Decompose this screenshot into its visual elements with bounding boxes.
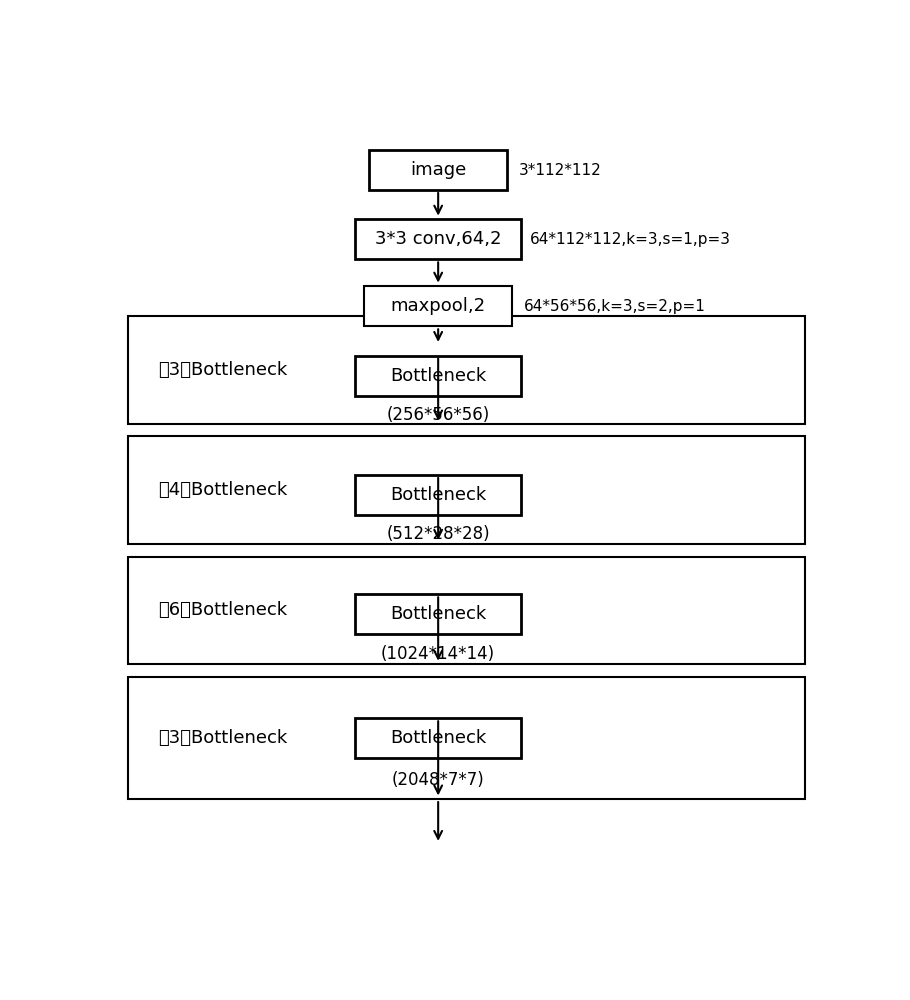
Bar: [355, 219, 521, 259]
Text: 3*3 conv,64,2: 3*3 conv,64,2: [375, 230, 501, 248]
Text: maxpool,2: maxpool,2: [390, 297, 486, 315]
Text: 八4个Bottleneck: 八4个Bottleneck: [158, 481, 288, 499]
Bar: [355, 594, 521, 634]
Text: Bottleneck: Bottleneck: [390, 367, 486, 385]
Text: 八3个Bottleneck: 八3个Bottleneck: [158, 729, 288, 747]
Bar: [127, 316, 804, 424]
Text: 64*112*112,k=3,s=1,p=3: 64*112*112,k=3,s=1,p=3: [530, 232, 731, 247]
Bar: [355, 475, 521, 515]
Text: 3*112*112: 3*112*112: [520, 163, 602, 178]
Bar: [369, 150, 507, 190]
Text: (1024*14*14): (1024*14*14): [381, 645, 495, 663]
Text: (256*56*56): (256*56*56): [387, 406, 490, 424]
Text: image: image: [410, 161, 466, 179]
Bar: [355, 356, 521, 396]
Text: Bottleneck: Bottleneck: [390, 729, 486, 747]
Bar: [127, 557, 804, 664]
Text: (2048*7*7): (2048*7*7): [392, 771, 484, 789]
Bar: [127, 436, 804, 544]
Text: Bottleneck: Bottleneck: [390, 605, 486, 623]
Text: (512*28*28): (512*28*28): [387, 525, 490, 543]
Bar: [127, 677, 804, 799]
Bar: [364, 286, 512, 326]
Text: 八3个Bottleneck: 八3个Bottleneck: [158, 361, 288, 379]
Text: 64*56*56,k=3,s=2,p=1: 64*56*56,k=3,s=2,p=1: [524, 299, 706, 314]
Bar: [355, 718, 521, 758]
Text: 八6个Bottleneck: 八6个Bottleneck: [158, 601, 288, 619]
Text: Bottleneck: Bottleneck: [390, 486, 486, 504]
